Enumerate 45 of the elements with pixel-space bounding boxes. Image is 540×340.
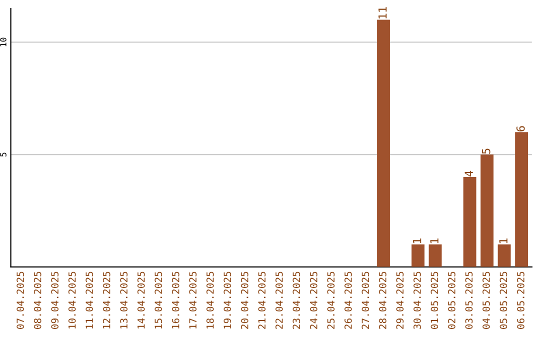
x-tick-label: 13.04.2025 [120, 272, 128, 328]
x-tick-label: 19.04.2025 [224, 272, 232, 328]
data-label: 4 [464, 170, 473, 176]
x-tick-label: 15.04.2025 [154, 272, 162, 328]
data-label: 11 [378, 7, 387, 18]
data-label: 6 [516, 126, 525, 132]
bar [412, 244, 424, 267]
x-tick-label: 24.04.2025 [310, 272, 318, 329]
x-tick-label: 01.05.2025 [430, 272, 438, 329]
data-label: 1 [499, 238, 508, 244]
x-tick-label: 30.04.2025 [414, 272, 421, 329]
x-tick-label: 11.04.2025 [86, 272, 94, 328]
x-tick-label: 14.04.2025 [137, 272, 145, 328]
x-tick-label: 27.04.2025 [362, 272, 370, 329]
data-label: 5 [482, 148, 490, 154]
x-tick-label: 12.04.2025 [102, 272, 110, 328]
x-tick-label: 08.04.2025 [34, 272, 42, 329]
x-tick-label: 02.05.2025 [448, 272, 456, 329]
bar [428, 244, 442, 267]
x-tick-label: 16.04.2025 [172, 272, 180, 328]
y-tick-label: 10 [0, 38, 6, 46]
x-tick-label: 04.05.2025 [482, 272, 490, 329]
x-tick-label: 10.04.2025 [68, 272, 76, 328]
bar [463, 177, 476, 267]
x-tick-label: 07.04.2025 [16, 272, 24, 329]
x-tick-label: 17.04.2025 [189, 272, 197, 328]
x-tick-label: 21.04.2025 [258, 272, 266, 329]
bar [480, 154, 494, 267]
bar [498, 244, 511, 267]
x-tick-label: 28.04.2025 [379, 272, 386, 329]
bar [515, 132, 528, 267]
bar [377, 20, 390, 267]
x-tick-label: 23.04.2025 [292, 272, 300, 329]
x-tick-label: 29.04.2025 [396, 272, 404, 329]
x-tick-label: 22.04.2025 [275, 272, 283, 329]
data-label: 1 [413, 238, 422, 244]
x-tick-label: 18.04.2025 [206, 272, 214, 328]
x-tick-label: 06.05.2025 [517, 272, 524, 329]
x-tick-label: 20.04.2025 [240, 272, 248, 329]
x-tick-label: 05.05.2025 [500, 272, 508, 329]
x-tick-label: 26.04.2025 [344, 272, 352, 329]
x-tick-label: 09.04.2025 [51, 272, 59, 329]
x-tick-label: 03.05.2025 [465, 272, 473, 329]
data-label: 1 [430, 238, 438, 244]
x-tick-label: 25.04.2025 [327, 272, 335, 329]
